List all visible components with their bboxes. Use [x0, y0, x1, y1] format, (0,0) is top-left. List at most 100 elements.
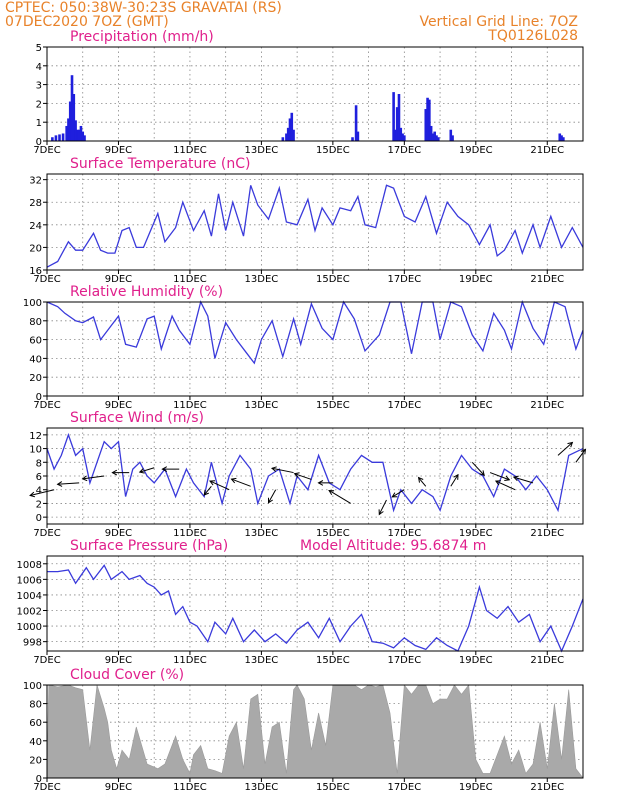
wind-arrowhead [567, 441, 574, 448]
y-tick-label: 40 [29, 354, 42, 365]
wind-arrowhead [378, 509, 384, 516]
precip-bar [68, 101, 72, 141]
precip-bar [61, 133, 65, 141]
precip-bar [399, 127, 403, 141]
wind-arrowhead [479, 470, 485, 476]
wind-vector [82, 475, 105, 480]
plot-frame [46, 555, 584, 652]
panel-wind: 0 2 4 6 8 10 12 7DEC 9DEC 11DEC 13DEC 15DEC 17DEC 19D… [29, 410, 587, 539]
y-tick-label: 12 [29, 431, 42, 442]
y-tick-label: 5 [36, 43, 42, 54]
y-tick-label: 60 [29, 336, 42, 347]
precip-bar [435, 135, 438, 141]
precip-bar [83, 135, 86, 141]
wind-arrowhead [138, 468, 145, 474]
x-tick-label: 15DEC [316, 655, 350, 666]
wind-vector [271, 467, 294, 474]
x-tick-label: 9DEC [105, 400, 132, 411]
precip-bar [395, 107, 399, 141]
y-tick-label: 80 [29, 700, 42, 711]
x-tick-label: 7DEC [33, 274, 60, 285]
x-tick-label: 19DEC [459, 400, 493, 411]
plot-area [47, 174, 583, 270]
header-grid-note: Vertical Grid Line: 7OZ [419, 14, 578, 30]
wind-arrowhead [203, 489, 209, 496]
y-tick-label: 20 [29, 755, 42, 766]
x-tick-label: 17DEC [387, 655, 421, 666]
wind-vector [489, 472, 510, 481]
x-tick-label: 13DEC [245, 782, 279, 793]
wind-vector [139, 467, 155, 473]
wind-arrowhead [209, 480, 216, 486]
precip-bar [436, 137, 440, 141]
x-tick-label: 9DEC [105, 782, 132, 793]
wind-arrowhead [504, 475, 511, 481]
x-tick-label: 21DEC [530, 400, 564, 411]
precip-bar [354, 105, 358, 141]
wind-vector [513, 476, 534, 484]
precip-bar [431, 133, 435, 141]
precip-bar [433, 131, 437, 141]
precip-bar [403, 135, 406, 141]
y-tick-label: 16 [29, 266, 42, 277]
precip-bar [429, 125, 433, 141]
x-tick-label: 11DEC [173, 400, 207, 411]
wind-vector [30, 489, 55, 496]
x-tick-label: 9DEC [105, 655, 132, 666]
x-tick-label: 7DEC [33, 782, 60, 793]
y-tick-label: 10 [29, 445, 42, 456]
wind-arrowhead [580, 448, 587, 455]
y-tick-label: 100 [23, 681, 42, 692]
precip-bar [72, 94, 76, 141]
y-tick-label: 3 [36, 81, 42, 92]
plot-area [47, 556, 583, 651]
panels: 0 12 3 4 5 7DEC 9DEC 11DEC 13DEC 15DEC 17DEC 19DEC 2… [17, 29, 587, 793]
x-tick-label: 19DEC [459, 528, 493, 539]
precip-bar [70, 75, 74, 141]
series-line-pressure [47, 564, 584, 653]
wind-vector [471, 461, 485, 476]
y-tick-label: 20 [29, 243, 42, 254]
wind-vector [378, 499, 387, 515]
x-tick-label: 11DEC [173, 145, 207, 156]
wind-arrowhead [56, 481, 63, 487]
y-tick-label: 0 [36, 392, 42, 403]
wind-arrowhead [453, 473, 459, 480]
wind-arrowhead [417, 476, 424, 483]
plot-frame [46, 46, 584, 142]
panel-cloud: 0 20 40 60 80 100 7DEC 9DEC 11DEC 13DEC 15DEC 17DEC… [23, 667, 584, 793]
precip-bar [424, 109, 428, 141]
y-tick-label: 1006 [17, 575, 42, 586]
x-tick-label: 11DEC [173, 782, 207, 793]
precip-bar [397, 94, 401, 141]
y-tick-label: 80 [29, 317, 42, 328]
y-tick-label: 2 [36, 499, 42, 510]
x-tick-label: 17DEC [387, 400, 421, 411]
y-tick-label: 100 [23, 298, 42, 309]
x-tick-label: 11DEC [173, 655, 207, 666]
precip-bar [428, 99, 431, 141]
panel-humidity: 0 20 40 60 80 100 7DEC 9DEC 11DEC 13DEC 15DEC 17DEC… [23, 284, 584, 411]
precip-bar [451, 135, 454, 141]
x-tick-label: 17DEC [387, 274, 421, 285]
wind-arrowhead [161, 466, 168, 472]
wind-vector [575, 449, 586, 463]
wind-arrowhead [293, 472, 300, 478]
x-tick-label: 7DEC [33, 655, 60, 666]
y-tick-label: 40 [29, 737, 42, 748]
x-tick-label: 11DEC [173, 528, 207, 539]
precip-bar [281, 137, 285, 141]
panel-title: Relative Humidity (%) [70, 284, 223, 300]
x-tick-label: 21DEC [530, 528, 564, 539]
wind-arrowhead [29, 491, 36, 498]
x-tick-label: 9DEC [105, 528, 132, 539]
x-tick-label: 13DEC [245, 528, 279, 539]
wind-vector [203, 485, 212, 496]
panel-title: Surface Wind (m/s) [70, 410, 204, 426]
plot-frame [46, 684, 584, 779]
x-tick-label: 9DEC [105, 145, 132, 156]
wind-arrowhead [230, 477, 237, 484]
panel-precipitation: 0 1 2 3 4 5 7DEC 9DEC 11DEC 13DEC 15DEC 17DEC 19DEC 2… [33, 29, 584, 156]
precip-bar [356, 131, 360, 141]
y-tick-label: 4 [36, 62, 42, 73]
